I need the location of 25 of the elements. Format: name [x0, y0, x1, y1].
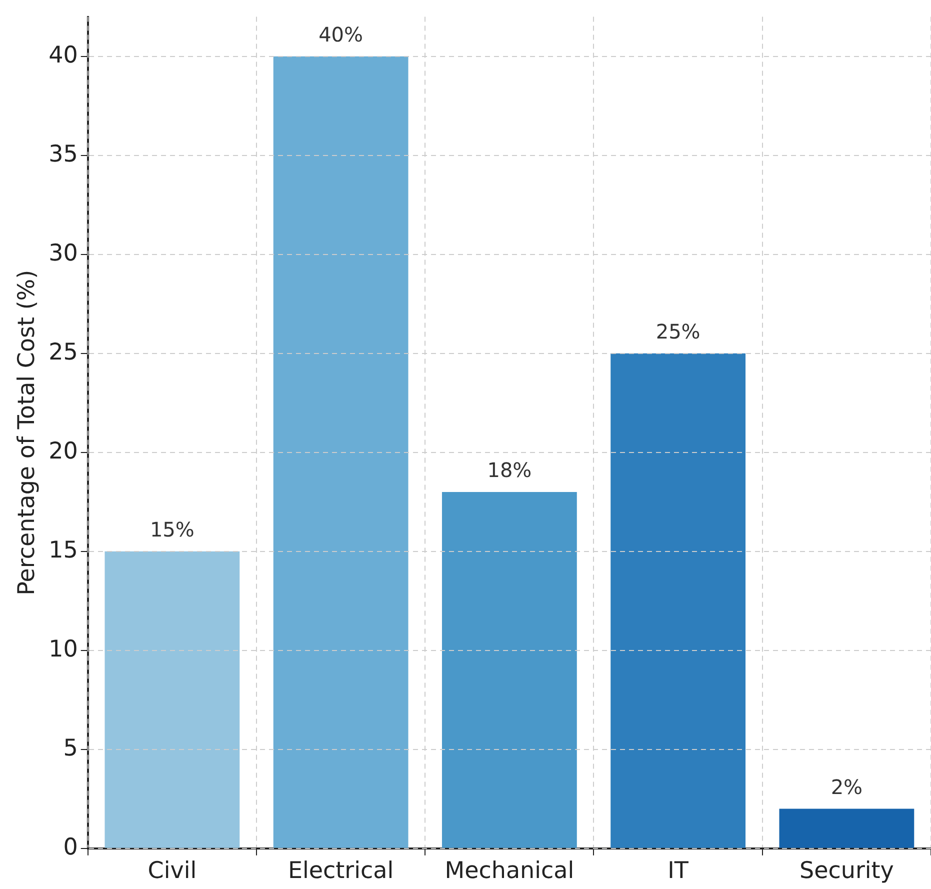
y-tick-label: 10 — [48, 636, 78, 662]
data-label: 25% — [656, 320, 700, 344]
x-tick-label: IT — [668, 858, 690, 884]
y-axis-title: Percentage of Total Cost (%) — [14, 270, 40, 596]
x-tick-label: Mechanical — [444, 858, 574, 884]
y-tick-label: 0 — [63, 834, 78, 860]
x-tick-label: Security — [799, 858, 894, 884]
data-label: 18% — [487, 458, 532, 482]
y-tick-label: 30 — [48, 240, 78, 266]
bar — [442, 492, 577, 848]
y-tick-label: 40 — [48, 42, 78, 68]
y-tick-label: 5 — [63, 735, 78, 762]
bar — [779, 808, 914, 848]
bar — [610, 353, 746, 848]
y-tick-label: 35 — [48, 141, 78, 168]
x-tick-label: Civil — [148, 858, 197, 884]
y-tick-label: 15 — [48, 537, 78, 564]
data-label: 15% — [150, 518, 194, 542]
y-tick-label: 25 — [48, 339, 78, 366]
data-label: 2% — [830, 775, 863, 800]
x-tick-label: Electrical — [288, 858, 394, 884]
data-label: 40% — [318, 22, 364, 47]
bar — [104, 551, 240, 848]
bar — [273, 56, 408, 848]
y-tick-label: 20 — [48, 438, 78, 464]
